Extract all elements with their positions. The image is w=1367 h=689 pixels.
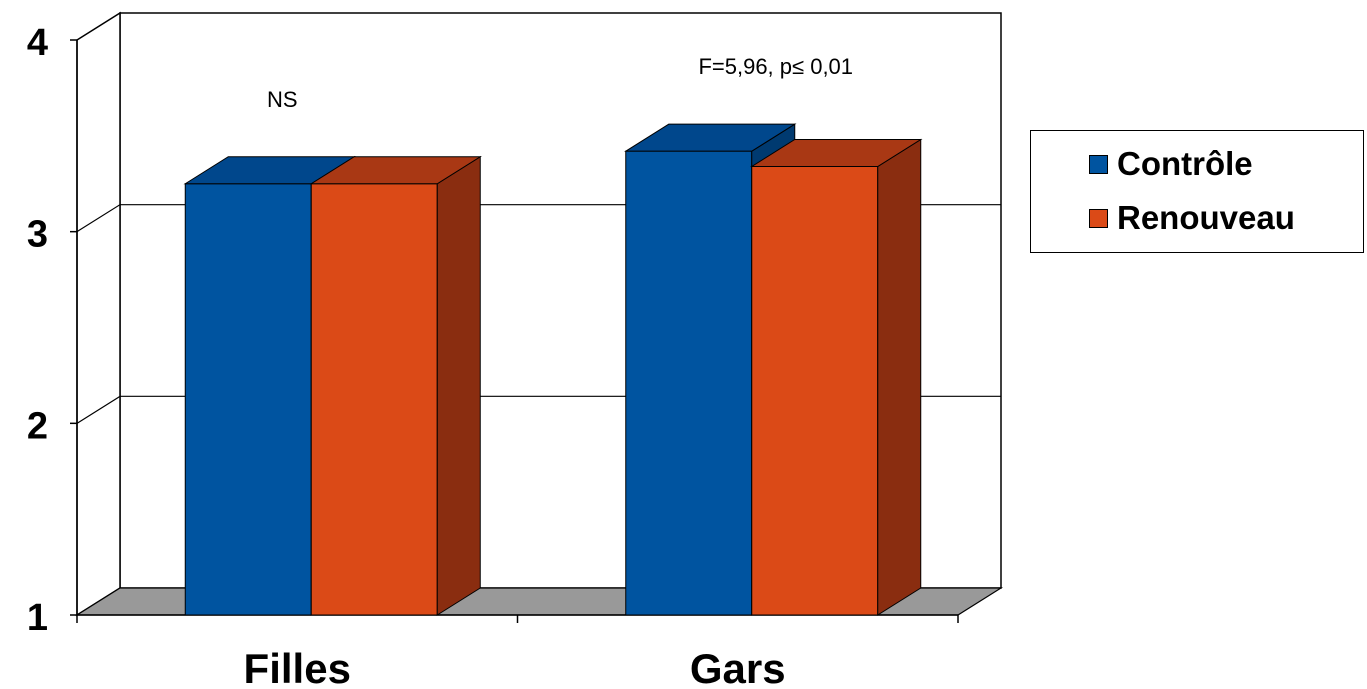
labels: 1 2 3 4 Filles NS Gars F=5,96, p≤ 0,01 <box>27 22 853 689</box>
y-tick-label: 3 <box>27 214 48 256</box>
x-tick-label: Filles <box>244 645 351 689</box>
bar-side <box>436 155 481 616</box>
bar-side <box>877 138 922 616</box>
legend-swatch-controle <box>1089 154 1108 174</box>
bar <box>309 155 482 616</box>
legend-swatch-renouveau <box>1089 208 1108 228</box>
legend: Contrôle Renouveau <box>1030 130 1364 253</box>
bars <box>183 123 923 616</box>
bar-top <box>309 156 482 185</box>
bar-front <box>751 166 879 616</box>
legend-label-controle: Contrôle <box>1117 145 1253 182</box>
side-wall <box>76 11 121 617</box>
legend-item-controle: Contrôle <box>1089 145 1253 183</box>
bar-top <box>750 139 923 167</box>
bar-front <box>184 183 312 616</box>
y-tick-label: 2 <box>27 405 48 447</box>
bar-top <box>624 123 797 152</box>
legend-label-renouveau: Renouveau <box>1117 199 1295 236</box>
bar <box>750 138 923 616</box>
legend-item-renouveau: Renouveau <box>1089 199 1295 237</box>
annotation-label: F=5,96, p≤ 0,01 <box>698 54 853 79</box>
y-tick-label: 4 <box>27 22 48 64</box>
annotation-label: NS <box>267 87 298 112</box>
y-tick-label: 1 <box>27 597 48 639</box>
bar-front <box>310 183 438 616</box>
x-tick-label: Gars <box>690 645 786 689</box>
bar-front <box>625 150 753 616</box>
